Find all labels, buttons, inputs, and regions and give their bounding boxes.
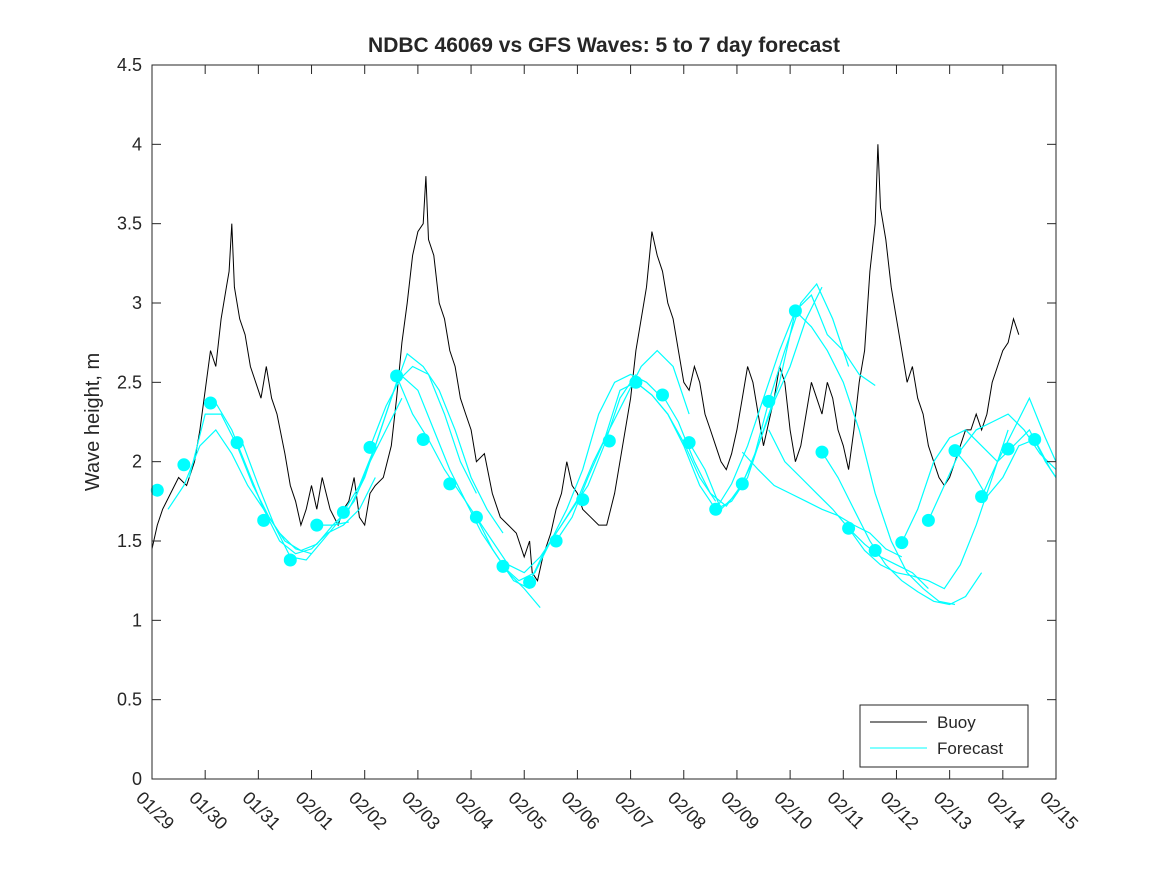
forecast-marker <box>230 436 244 450</box>
plot-area <box>152 65 1056 779</box>
forecast-run-line <box>981 396 1057 497</box>
forecast-marker <box>975 490 989 504</box>
forecast-run-line <box>342 352 504 534</box>
forecast-marker <box>656 388 669 402</box>
forecast-marker <box>868 544 882 557</box>
forecast-marker <box>523 575 537 589</box>
forecast-run-line <box>794 310 956 606</box>
y-tick-label: 1.5 <box>117 531 142 551</box>
forecast-marker <box>948 444 962 458</box>
forecast-marker <box>443 477 457 491</box>
legend-box <box>859 704 1029 768</box>
forecast-markers-layer <box>150 304 1042 589</box>
forecast-run-line <box>848 429 1009 590</box>
forecast-marker <box>921 513 935 527</box>
forecast-marker <box>310 518 324 532</box>
chart-title: NDBC 46069 vs GFS Waves: 5 to 7 day fore… <box>368 34 840 57</box>
y-tick-label: 0 <box>132 769 142 789</box>
forecast-marker <box>257 513 271 527</box>
forecast-marker <box>390 369 404 383</box>
forecast-marker <box>842 521 856 535</box>
legend: Buoy Forecast <box>859 704 1029 768</box>
forecast-marker <box>1028 433 1042 446</box>
y-tick-label: 0.5 <box>117 690 142 710</box>
forecast-marker <box>363 440 377 454</box>
forecast-run-line <box>396 375 541 608</box>
y-tick-label: 3 <box>132 293 142 313</box>
forecast-marker <box>895 536 909 550</box>
forecast-run-line <box>215 402 376 555</box>
forecast-marker <box>283 553 297 567</box>
y-axis-ticks: 0 0.5 1 1.5 2 2.5 3 3.5 4 4.5 <box>117 55 1056 789</box>
y-tick-label: 4 <box>132 134 142 154</box>
forecast-marker <box>204 396 217 410</box>
y-axis-label: Wave height, m <box>82 353 104 491</box>
legend-label-forecast: Forecast <box>937 739 1003 758</box>
forecast-marker <box>682 436 696 450</box>
forecast-run-line <box>741 451 903 558</box>
forecast-run-line <box>529 349 690 583</box>
forecast-marker <box>1001 442 1015 456</box>
y-tick-label: 2.5 <box>117 372 142 392</box>
forecast-marker <box>336 505 350 519</box>
buoy-line <box>151 144 1020 582</box>
forecast-marker <box>815 445 829 459</box>
forecast-marker <box>416 433 430 446</box>
forecast-marker <box>549 534 563 548</box>
forecast-marker <box>735 477 749 491</box>
legend-label-buoy: Buoy <box>937 713 976 732</box>
forecast-marker <box>788 304 802 318</box>
y-tick-label: 3.5 <box>117 214 142 234</box>
y-tick-label: 4.5 <box>117 55 142 75</box>
forecast-marker <box>177 458 191 472</box>
forecast-run-line <box>821 451 983 606</box>
forecast-marker <box>629 375 643 389</box>
forecast-marker <box>762 394 776 408</box>
forecast-marker <box>709 502 723 516</box>
forecast-run-line <box>954 438 1057 498</box>
forecast-marker <box>576 493 590 507</box>
axes-box <box>151 64 1057 780</box>
forecast-marker <box>469 510 483 524</box>
forecast-marker <box>150 483 164 497</box>
y-tick-label: 2 <box>132 452 142 472</box>
forecast-marker <box>496 559 510 573</box>
y-tick-label: 1 <box>132 610 142 630</box>
forecast-marker <box>602 434 616 448</box>
